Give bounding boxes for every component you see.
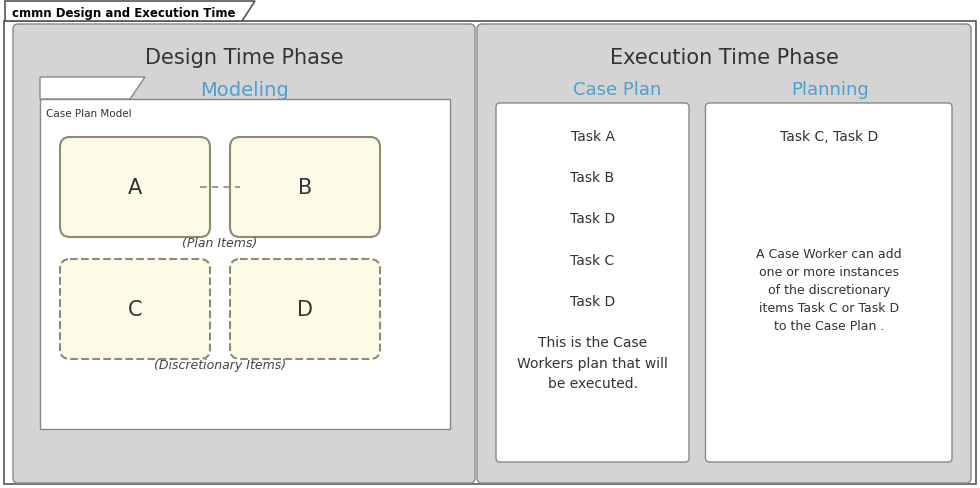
Text: Planning: Planning [792,81,869,99]
FancyBboxPatch shape [40,100,450,429]
Text: Task C, Task D: Task C, Task D [780,130,878,143]
Polygon shape [40,78,145,100]
FancyBboxPatch shape [13,25,475,483]
FancyBboxPatch shape [4,22,976,484]
Text: Modeling: Modeling [200,81,288,99]
Text: A Case Worker can add
one or more instances
of the discretionary
items Task C or: A Case Worker can add one or more instan… [756,247,902,332]
Text: Case Plan Model: Case Plan Model [46,109,131,119]
Text: B: B [298,178,312,198]
Text: A: A [127,178,142,198]
Text: (Discretionary Items): (Discretionary Items) [154,359,286,372]
Text: C: C [127,299,142,319]
Text: (Plan Items): (Plan Items) [182,237,258,250]
FancyBboxPatch shape [230,138,380,238]
FancyBboxPatch shape [230,260,380,359]
Text: Case Plan: Case Plan [573,81,662,99]
Polygon shape [5,2,255,22]
FancyBboxPatch shape [60,260,210,359]
FancyBboxPatch shape [706,104,952,462]
FancyBboxPatch shape [60,138,210,238]
Text: Execution Time Phase: Execution Time Phase [610,48,839,68]
FancyBboxPatch shape [477,25,971,483]
Text: D: D [297,299,313,319]
FancyBboxPatch shape [496,104,689,462]
Text: Task A

Task B

Task D

Task C

Task D

This is the Case
Workers plan that will
: Task A Task B Task D Task C Task D This … [517,130,668,390]
Text: Design Time Phase: Design Time Phase [145,48,343,68]
Text: cmmn Design and Execution Time: cmmn Design and Execution Time [12,6,235,20]
